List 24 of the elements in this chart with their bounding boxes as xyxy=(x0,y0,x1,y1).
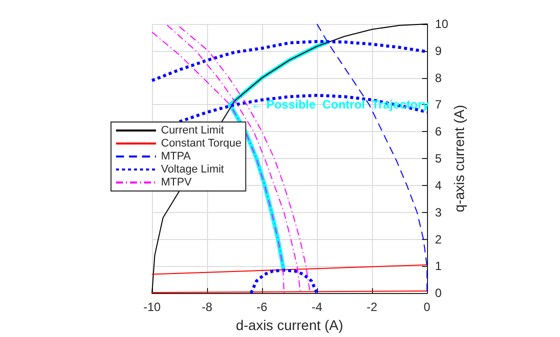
legend-label: Current Limit xyxy=(161,124,224,136)
y-tick-label: 9 xyxy=(435,44,442,58)
y-tick-label: 5 xyxy=(435,152,442,166)
y-tick-label: 10 xyxy=(435,17,449,31)
y-tick-label: 1 xyxy=(435,259,442,274)
legend-label: MTPV xyxy=(161,176,192,188)
x-tick-label: -10 xyxy=(143,300,161,314)
y-tick-label: 7 xyxy=(435,98,442,112)
y-tick-label: 4 xyxy=(435,178,442,192)
x-tick-label: 0 xyxy=(424,300,431,314)
x-tick-label: -4 xyxy=(312,300,323,314)
x-axis-title: d-axis current (A) xyxy=(236,317,344,333)
y-tick-label: 0 xyxy=(435,286,442,300)
x-tick-label: -6 xyxy=(256,300,268,314)
y-tick-label: 8 xyxy=(435,70,442,85)
y-tick-label: 3 xyxy=(435,205,442,220)
y-tick-label: 2 xyxy=(435,232,442,246)
x-tick-label: -2 xyxy=(366,300,378,314)
y-tick-label: 6 xyxy=(435,124,442,139)
legend-label: Constant Torque xyxy=(161,138,242,150)
legend-label: MTPA xyxy=(161,150,192,162)
legend-label: Voltage Limit xyxy=(161,164,224,176)
y-axis-title: q-axis current (A) xyxy=(451,104,468,212)
x-tick-label: -8 xyxy=(202,300,213,314)
